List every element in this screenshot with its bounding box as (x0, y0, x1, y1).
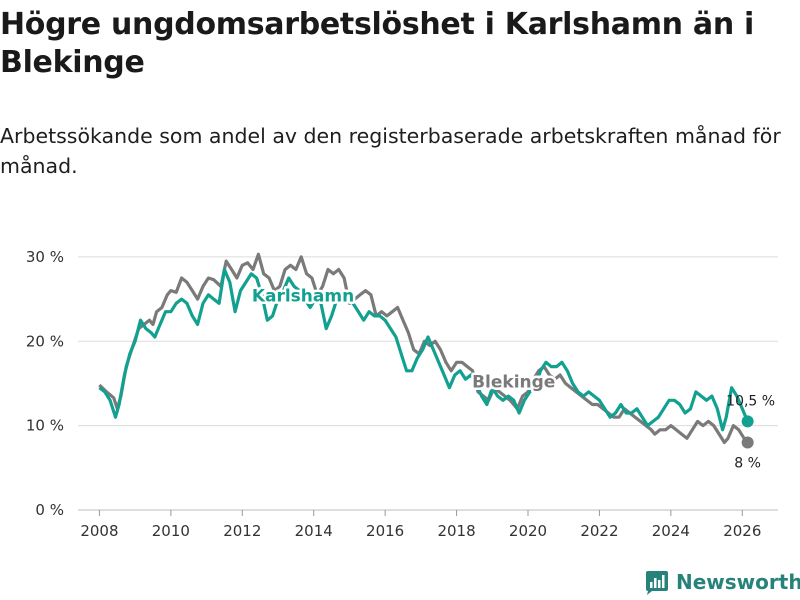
end-value-label-karlshamn: 10,5 % (726, 393, 775, 409)
series-line-blekinge (98, 252, 749, 445)
end-point-blekinge (741, 436, 754, 449)
chart-title: Högre ungdomsarbetslöshet i Karlshamn än… (0, 7, 755, 80)
end-value-label-blekinge: 8 % (734, 456, 761, 472)
x-tick-label: 2016 (366, 522, 404, 540)
y-tick-label: 0 % (35, 501, 64, 519)
x-tick-label: 2014 (295, 522, 333, 540)
brand-name: Newsworthy (676, 570, 800, 594)
x-tick-label: 2010 (152, 522, 190, 540)
end-point-karlshamn (741, 415, 754, 428)
x-tick-label: 2024 (652, 522, 690, 540)
x-tick-label: 2026 (723, 522, 761, 540)
x-tick-label: 2018 (437, 522, 475, 540)
series-label-karlshamn: Karlshamn (252, 287, 354, 307)
series-label-halo: Karlshamn (252, 287, 354, 307)
newsworthy-logo-icon (646, 571, 668, 595)
line-chart: 0 % 10 % 20 % 30 % 2008 2010 2012 2014 2016 2018 2… (26, 248, 778, 540)
x-tick-label: 2012 (223, 522, 261, 540)
y-tick-label: 20 % (26, 332, 64, 350)
series-line-karlshamn (98, 267, 750, 432)
x-tick-label: 2020 (509, 522, 547, 540)
chart-subtitle: Arbetssökande som andel av den registerb… (0, 124, 781, 178)
x-tick-label: 2022 (580, 522, 618, 540)
newsworthy-brand: Newsworthy (644, 569, 800, 595)
x-tick-label: 2008 (80, 522, 118, 540)
y-tick-label: 10 % (26, 417, 64, 435)
series-label-halo: Blekinge (472, 373, 555, 393)
series-label-blekinge: Blekinge (472, 373, 555, 393)
y-tick-label: 30 % (26, 248, 64, 266)
